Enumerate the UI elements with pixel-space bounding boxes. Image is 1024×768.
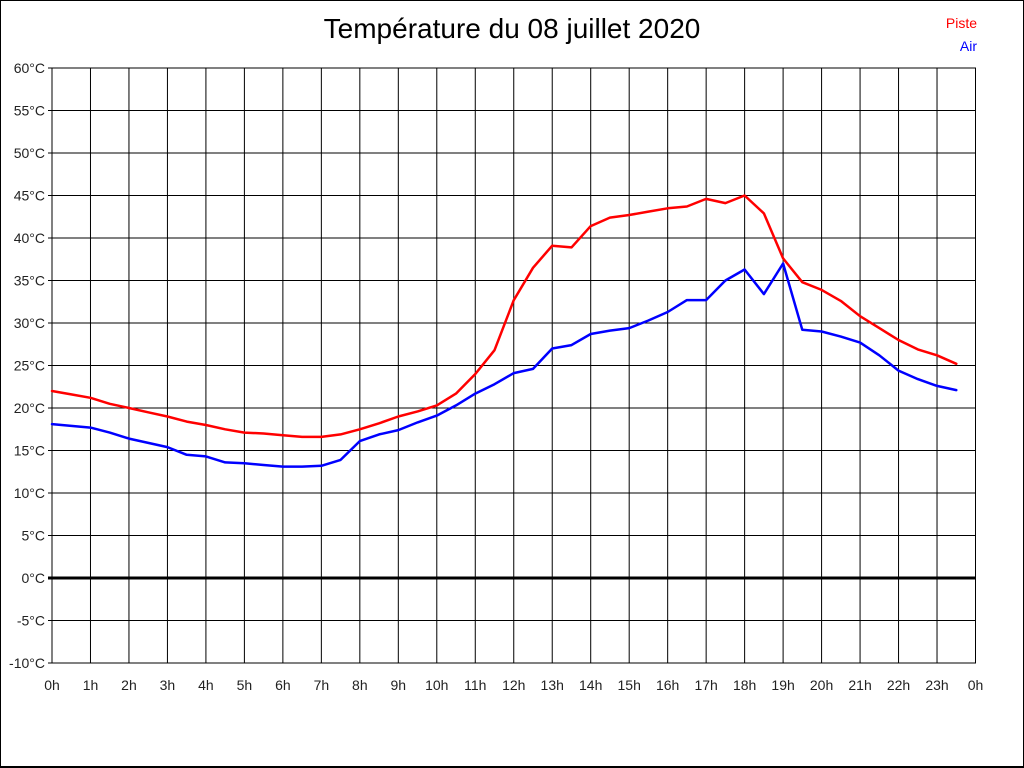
x-tick-label: 6h — [275, 677, 291, 693]
x-tick-label: 1h — [83, 677, 99, 693]
chart-title: Température du 08 juillet 2020 — [323, 13, 701, 44]
x-tick-label: 16h — [656, 677, 679, 693]
x-tick-label: 10h — [425, 677, 448, 693]
x-tick-label: 15h — [618, 677, 641, 693]
x-tick-label: 4h — [198, 677, 214, 693]
plot-border — [51, 67, 976, 664]
air-line — [50, 262, 958, 468]
x-tick-label: 18h — [733, 677, 756, 693]
legend: Piste Air — [946, 12, 977, 58]
x-tick-label: 22h — [887, 677, 910, 693]
y-tick-label: 45°C — [14, 188, 45, 204]
y-tick-label: 40°C — [14, 230, 45, 246]
y-tick-label: 55°C — [14, 103, 45, 119]
x-tick-label: 9h — [391, 677, 407, 693]
x-tick-label: 3h — [160, 677, 176, 693]
x-tick-label: 5h — [237, 677, 253, 693]
x-tick-label: 21h — [848, 677, 871, 693]
legend-item-air: Air — [959, 38, 977, 54]
x-tick-label: 13h — [541, 677, 564, 693]
x-tick-label: 19h — [771, 677, 794, 693]
x-tick-label: 12h — [502, 677, 525, 693]
y-tick-label: 10°C — [14, 485, 45, 501]
y-tick-label: 0°C — [22, 570, 46, 586]
y-tick-label: 30°C — [14, 315, 45, 331]
y-tick-label: 5°C — [22, 528, 46, 544]
x-tick-label: 2h — [121, 677, 137, 693]
y-tick-label: -5°C — [17, 613, 45, 629]
y-tick-label: 25°C — [14, 358, 45, 374]
piste-line — [50, 194, 958, 439]
x-tick-label: 23h — [925, 677, 948, 693]
y-tick-label: 15°C — [14, 443, 45, 459]
y-tick-label: -10°C — [9, 655, 45, 671]
x-tick-label: 14h — [579, 677, 602, 693]
y-tick-label: 50°C — [14, 145, 45, 161]
x-tick-label: 0h — [968, 677, 984, 693]
x-tick-label: 11h — [464, 677, 486, 693]
legend-item-piste: Piste — [945, 15, 977, 31]
y-tick-label: 20°C — [14, 400, 45, 416]
y-tick-label: 60°C — [14, 60, 45, 76]
x-tick-label: 0h — [44, 677, 60, 693]
x-tick-label: 17h — [694, 677, 717, 693]
x-tick-label: 20h — [810, 677, 833, 693]
x-tick-label: 8h — [352, 677, 368, 693]
x-tick-label: 7h — [314, 677, 330, 693]
y-tick-label: 35°C — [14, 273, 45, 289]
